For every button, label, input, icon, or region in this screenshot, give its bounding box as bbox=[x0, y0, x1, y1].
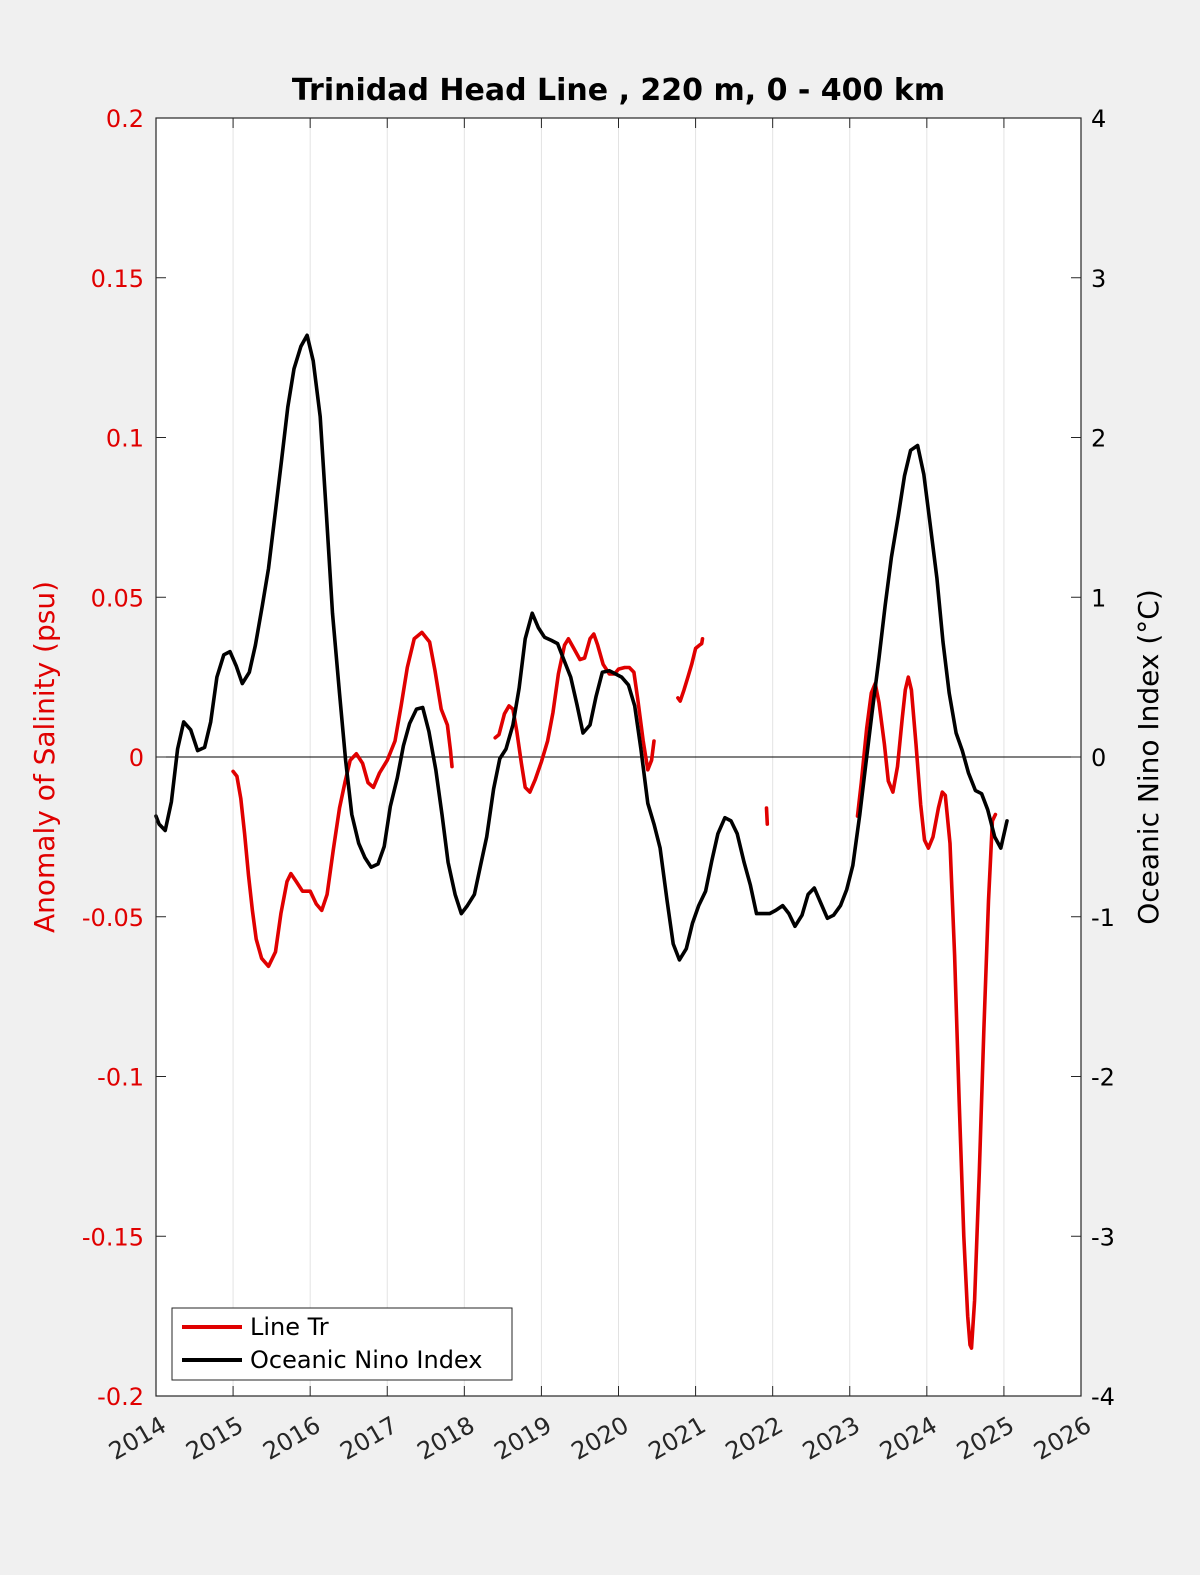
y-tick-label-left: 0 bbox=[129, 744, 144, 772]
salinity-anomaly-line-segment bbox=[493, 632, 656, 794]
legend-box bbox=[171, 1307, 513, 1381]
y-axis-label-right: Oceanic Nino Index (°C) bbox=[1132, 589, 1165, 925]
y-tick-label-right: 0 bbox=[1091, 744, 1106, 772]
y-tick-label-left: 0.2 bbox=[106, 105, 144, 133]
oni-line-segment bbox=[154, 333, 1009, 962]
salinity-anomaly-line-segment bbox=[231, 630, 454, 969]
y-tick-label-left: 0.15 bbox=[91, 265, 144, 293]
y-tick-label-left: -0.15 bbox=[82, 1223, 144, 1251]
y-tick-label-left: -0.05 bbox=[82, 904, 144, 932]
chart-title: Trinidad Head Line , 220 m, 0 - 400 km bbox=[292, 73, 945, 108]
y-tick-label-right: -3 bbox=[1091, 1223, 1115, 1251]
series-layer bbox=[154, 333, 1009, 1350]
y-tick-label-right: 2 bbox=[1091, 425, 1106, 453]
salinity-anomaly-line-segment bbox=[676, 637, 705, 703]
legend-label-line-tr: Line Tr bbox=[250, 1313, 329, 1341]
y-tick-label-left: -0.2 bbox=[97, 1383, 144, 1411]
y-tick-label-left: 0.1 bbox=[106, 425, 144, 453]
legend-label-oni: Oceanic Nino Index bbox=[250, 1346, 482, 1374]
y-tick-label-left: -0.1 bbox=[97, 1064, 144, 1092]
salinity-anomaly-line-segment bbox=[855, 675, 998, 1350]
y-tick-label-right: 3 bbox=[1091, 265, 1106, 293]
y-tick-label-right: -1 bbox=[1091, 904, 1115, 932]
y-tick-label-right: 4 bbox=[1091, 105, 1106, 133]
y-tick-label-right: -2 bbox=[1091, 1064, 1115, 1092]
y-axis-label-left: Anomaly of Salinity (psu) bbox=[28, 581, 61, 933]
y-tick-label-left: 0.05 bbox=[91, 584, 144, 612]
legend: Line Tr Oceanic Nino Index bbox=[171, 1307, 513, 1381]
salinity-anomaly-line-segment bbox=[764, 806, 770, 826]
y-tick-label-right: 1 bbox=[1091, 584, 1106, 612]
y-tick-label-right: -4 bbox=[1091, 1383, 1115, 1411]
